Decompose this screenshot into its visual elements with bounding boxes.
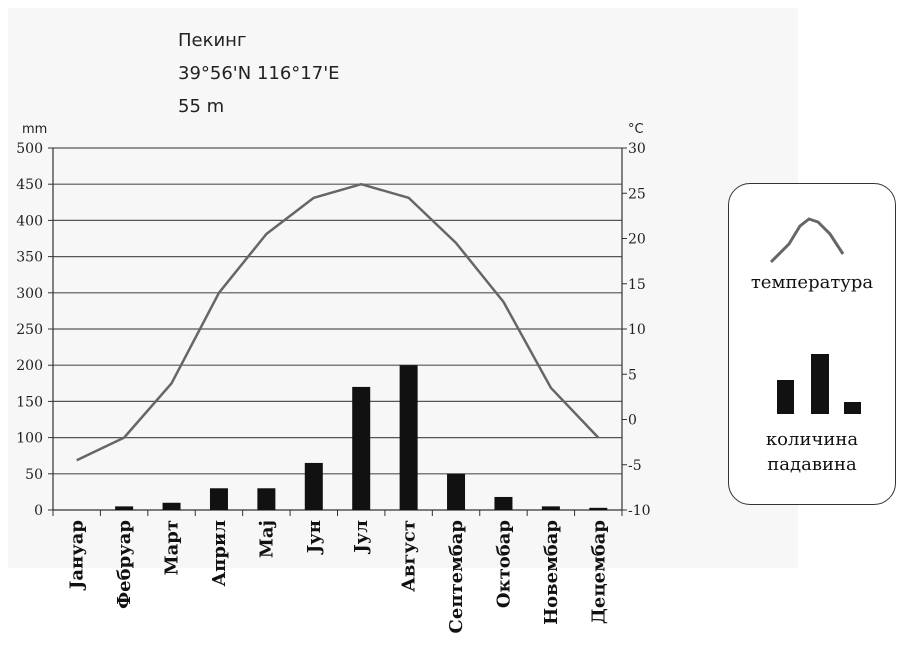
legend-box: температура количина падавина bbox=[728, 183, 896, 505]
x-tick-label: Октобар bbox=[493, 520, 514, 608]
y-right-axis-label: °C bbox=[628, 122, 644, 137]
precipitation-bar bbox=[257, 488, 276, 510]
precipitation-bar bbox=[494, 496, 513, 510]
city-name: Пекинг bbox=[178, 30, 247, 51]
x-tick-label: Септембар bbox=[446, 520, 467, 633]
temperature-line bbox=[76, 182, 600, 462]
y-left-axis-label: mm bbox=[22, 122, 47, 137]
y-left-tick-label: 400 bbox=[16, 213, 43, 229]
x-tick-label: Мај bbox=[256, 520, 277, 558]
x-tick-label: Март bbox=[162, 520, 183, 575]
x-tick-label: Април bbox=[209, 520, 230, 587]
y-right-tick-label: -5 bbox=[628, 458, 642, 474]
y-left-tick-label: 100 bbox=[16, 431, 43, 447]
x-tick-label: Децембар bbox=[588, 520, 609, 624]
precipitation-bar bbox=[162, 502, 181, 510]
legend-bar-short-icon bbox=[844, 402, 861, 414]
precipitation-bar bbox=[115, 506, 134, 510]
y-left-tick-label: 350 bbox=[16, 250, 43, 266]
x-tick-label: Јул bbox=[351, 520, 372, 555]
x-tick-label: Август bbox=[399, 520, 420, 592]
y-left-tick-label: 450 bbox=[16, 177, 43, 193]
coordinates: 39°56'N 116°17'E bbox=[178, 63, 340, 84]
y-left-tick-label: 150 bbox=[16, 394, 43, 410]
y-right-tick-label: 25 bbox=[628, 186, 646, 202]
precipitation-bar bbox=[447, 473, 466, 510]
y-left-tick-label: 0 bbox=[34, 503, 43, 519]
y-left-tick-label: 300 bbox=[16, 286, 43, 302]
legend-precip-label-line1: количина bbox=[765, 429, 859, 450]
x-tick-label: Јануар bbox=[67, 520, 88, 591]
y-right-tick-label: 5 bbox=[628, 367, 637, 383]
precipitation-bar bbox=[352, 386, 371, 510]
x-tick-label: Новембар bbox=[541, 520, 562, 625]
y-left-tick-label: 200 bbox=[16, 358, 43, 374]
y-right-tick-label: -10 bbox=[628, 503, 651, 519]
precipitation-bar bbox=[541, 506, 560, 510]
y-right-tick-label: 15 bbox=[628, 277, 646, 293]
x-tick-label: Јун bbox=[304, 520, 325, 555]
legend-temperature-label: температура bbox=[750, 272, 874, 293]
y-left-tick-label: 50 bbox=[25, 467, 43, 483]
y-left-tick-label: 500 bbox=[16, 141, 43, 157]
legend-precip-label-line2: падавина bbox=[767, 454, 857, 475]
y-right-tick-label: 20 bbox=[628, 232, 646, 248]
y-left-tick-label: 250 bbox=[16, 322, 43, 338]
y-right-tick-label: 30 bbox=[628, 141, 646, 157]
precipitation-bar bbox=[399, 365, 418, 510]
elevation: 55 m bbox=[178, 96, 225, 117]
y-right-tick-label: 0 bbox=[628, 413, 637, 429]
precipitation-bar bbox=[589, 507, 608, 510]
legend-temperature-line-icon bbox=[769, 217, 845, 264]
legend-graphics bbox=[769, 217, 861, 414]
precipitation-bar bbox=[209, 488, 228, 510]
precipitation-bar bbox=[304, 462, 323, 510]
legend-bar-small-icon bbox=[777, 380, 794, 414]
legend-bar-tall-icon bbox=[811, 354, 829, 414]
y-right-tick-label: 10 bbox=[628, 322, 646, 338]
x-tick-label: Фебруар bbox=[114, 520, 135, 609]
